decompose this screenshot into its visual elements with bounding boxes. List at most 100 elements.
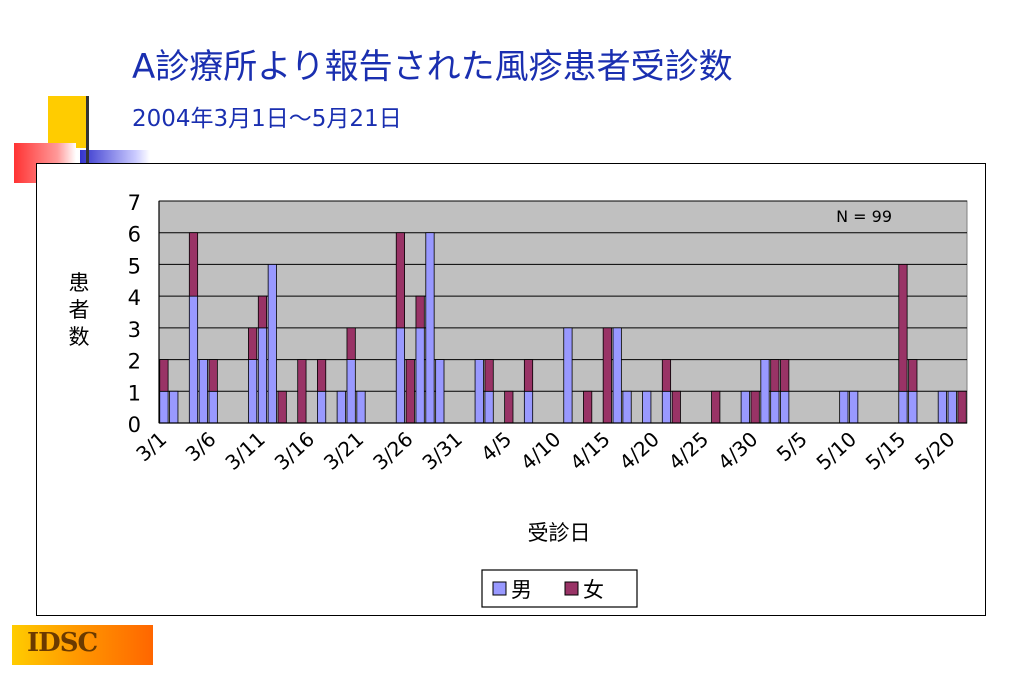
bar-female (671, 390, 681, 424)
bar-female (277, 390, 287, 424)
bar-female (750, 390, 760, 424)
x-tick-label: 4/10 (516, 427, 565, 475)
deco-yellow-square (48, 96, 86, 148)
x-tick-label: 4/30 (713, 427, 762, 475)
bar-male (169, 390, 179, 424)
x-tick-label: 3/11 (220, 427, 269, 475)
x-axis-title: 受診日 (528, 521, 591, 545)
bar-male (248, 359, 258, 424)
bar-male (780, 390, 790, 424)
bar-male (484, 390, 494, 424)
bar-female (661, 359, 672, 392)
bar-female (405, 359, 415, 424)
bar-female (602, 327, 612, 424)
bar-female (957, 390, 967, 424)
x-tick-label: 4/25 (664, 427, 713, 475)
y-tick-label: 1 (128, 381, 141, 405)
y-tick-label: 0 (128, 413, 141, 437)
x-tick-label: 3/16 (270, 427, 319, 475)
bar-male (898, 390, 908, 424)
y-tick-label: 6 (128, 223, 141, 247)
bar-female (711, 390, 721, 424)
bar-male (849, 390, 859, 424)
bar-female (484, 359, 494, 392)
legend-swatch-male (492, 581, 507, 596)
bar-male (661, 390, 672, 424)
bar-male (257, 327, 268, 424)
bar-male (188, 295, 199, 424)
x-tick-label: 5/15 (861, 427, 910, 475)
bar-male (267, 264, 277, 424)
bar-male (474, 359, 484, 424)
bar-female (188, 232, 199, 297)
y-tick-label: 3 (128, 318, 141, 342)
bar-female (317, 359, 327, 392)
bar-male (198, 359, 208, 424)
bar-male (435, 359, 445, 424)
x-tick-label: 5/20 (910, 427, 959, 475)
bar-female (898, 264, 908, 392)
bar-male (336, 390, 346, 424)
bar-female (297, 359, 307, 424)
deco-blue-bar (80, 150, 150, 164)
y-tick-label: 7 (128, 191, 141, 215)
bar-female (346, 327, 356, 360)
bar-male (908, 390, 918, 424)
y-tick-label: 5 (128, 254, 141, 278)
bar-male (839, 390, 849, 424)
x-tick-label: 3/6 (181, 427, 221, 466)
bar-female (908, 359, 918, 392)
y-tick-label: 4 (128, 286, 141, 310)
y-tick-label: 2 (128, 350, 141, 374)
bar-male (612, 327, 622, 424)
deco-vertical-line (86, 96, 89, 178)
bar-male (937, 390, 947, 424)
bar-female (770, 359, 780, 392)
bar-male (760, 359, 770, 424)
legend-swatch-female (564, 581, 579, 596)
legend-box (481, 569, 638, 608)
bar-female (523, 359, 534, 392)
bar-male (346, 359, 356, 424)
bar-male (622, 390, 632, 424)
bar-male (642, 390, 652, 424)
bar-female (159, 359, 169, 392)
plot-area (158, 200, 968, 424)
bar-female (583, 390, 593, 424)
x-tick-label: 3/21 (319, 427, 368, 475)
legend-label-female: 女 (583, 578, 604, 602)
bar-female (257, 295, 268, 329)
x-tick-label: 4/5 (476, 427, 516, 466)
y-axis-title-char: 患 (69, 271, 90, 295)
bar-male (317, 390, 327, 424)
bar-male (770, 390, 780, 424)
x-tick-label: 4/20 (615, 427, 664, 475)
bar-female (415, 295, 425, 329)
slide-subtitle: 2004年3月1日～5月21日 (132, 106, 402, 132)
chart-annotation: N = 99 (836, 207, 892, 226)
bar-male (356, 390, 366, 424)
bar-female (780, 359, 790, 392)
legend-label-male: 男 (511, 578, 532, 602)
bar-male (523, 390, 534, 424)
x-tick-label: 4/15 (565, 427, 614, 475)
bar-male (425, 232, 435, 424)
bar-female (208, 359, 218, 392)
chart-frame: 0 1 2 3 4 5 6 7 3/1 3/6 3/11 3/16 3/21 3/26 3/31 4/5 4/1… (36, 163, 986, 616)
bar-male (563, 327, 573, 424)
x-tick-label: 5/10 (812, 427, 861, 475)
bar-male (159, 390, 169, 424)
logo (12, 625, 153, 665)
x-tick-label: 3/26 (368, 427, 417, 475)
y-axis-title-char: 数 (69, 325, 90, 349)
slide-title: A診療所より報告された風疹患者受診数 (132, 47, 733, 87)
bar-male (395, 327, 405, 424)
x-tick-label: 3/31 (417, 427, 466, 475)
bar-male (208, 390, 218, 424)
bar-male (740, 390, 750, 424)
y-axis-title-char: 者 (69, 298, 90, 322)
bar-female (504, 390, 514, 424)
logo-text: IDSC (27, 628, 98, 658)
x-tick-label: 5/5 (772, 427, 812, 466)
